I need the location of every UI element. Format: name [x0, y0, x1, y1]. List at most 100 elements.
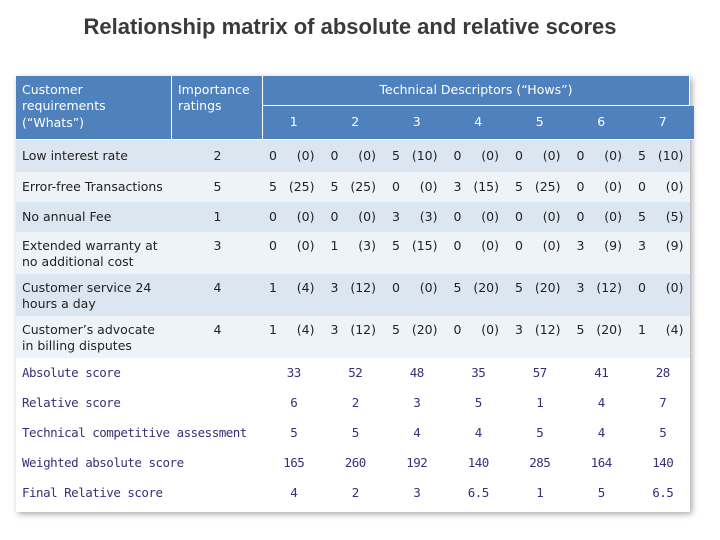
- summary-value: 28: [655, 364, 671, 380]
- summary-value: 1: [536, 484, 544, 500]
- weighted-score: (3): [419, 208, 438, 224]
- requirement-label: No annual Fee: [22, 208, 112, 224]
- weighted-score: (0): [665, 280, 684, 295]
- importance-rating: 4: [213, 322, 222, 337]
- relationship-strength: 0: [392, 280, 400, 295]
- relationship-strength: 0: [453, 208, 462, 224]
- summary-value: 6.5: [652, 484, 674, 500]
- summary-value: 6.5: [467, 484, 490, 500]
- weighted-score: (4): [296, 322, 315, 337]
- relationship-cell: 0 (0): [386, 274, 448, 316]
- relationship-strength: 0: [330, 208, 339, 224]
- weighted-score: (12): [350, 280, 376, 295]
- relationship-cell: 0 (0): [325, 140, 387, 172]
- relationship-strength: 0: [576, 147, 585, 163]
- relationship-cell: 0 (0): [448, 140, 510, 172]
- summary-value: 140: [652, 454, 674, 470]
- relationship-cell: 3 (3): [386, 202, 448, 232]
- summary-value: 5: [659, 424, 667, 440]
- weighted-score: (9): [604, 238, 622, 253]
- relationship-strength: 3: [453, 178, 462, 194]
- relationship-strength: 1: [330, 238, 339, 253]
- relationship-cell: 0 (0): [325, 202, 387, 232]
- column-number: 3: [386, 106, 448, 140]
- relationship-cell: 3 (9): [571, 232, 633, 274]
- relationship-strength: 5: [638, 147, 646, 163]
- column-number: 6: [570, 106, 632, 140]
- relationship-strength: 3: [515, 322, 523, 337]
- weighted-score: (15): [473, 178, 499, 194]
- summary-value: 4: [597, 424, 606, 440]
- relationship-cell: 0 (0): [448, 316, 510, 358]
- relationship-strength: 3: [330, 280, 339, 295]
- weighted-score: (0): [296, 238, 315, 253]
- relationship-cell: 1 (4): [263, 274, 325, 316]
- relationship-cell: 5 (15): [386, 232, 448, 274]
- weighted-score: (0): [481, 238, 499, 253]
- relationship-cell: 3 (9): [632, 232, 694, 274]
- relationship-cell: 5 (25): [263, 172, 325, 202]
- importance-rating: 1: [213, 208, 222, 224]
- relationship-cell: 5 (5): [632, 202, 694, 232]
- summary-value: 165: [283, 454, 305, 470]
- relationship-strength: 0: [269, 238, 277, 253]
- weighted-score: (10): [411, 147, 438, 163]
- column-number: 2: [324, 106, 386, 140]
- relationship-cell: 5 (25): [325, 172, 387, 202]
- relationship-strength: 5: [392, 322, 400, 337]
- relationship-cell: 3 (12): [325, 274, 387, 316]
- summary-value: 192: [406, 454, 428, 470]
- importance-rating: 4: [213, 280, 222, 295]
- relationship-strength: 0: [515, 147, 523, 163]
- weighted-score: (0): [358, 208, 376, 224]
- relationship-strength: 3: [392, 208, 400, 224]
- weighted-score: (9): [665, 238, 684, 253]
- relationship-cell: 0 (0): [632, 172, 694, 202]
- weighted-score: (12): [534, 322, 561, 337]
- relationship-strength: 5: [515, 178, 523, 194]
- relationship-strength: 0: [453, 238, 462, 253]
- summary-value: 1: [536, 394, 544, 410]
- summary-value: 285: [529, 454, 551, 470]
- summary-value: 4: [597, 394, 606, 410]
- relationship-strength: 1: [638, 322, 646, 337]
- relationship-strength: 5: [392, 147, 400, 163]
- relationship-strength: 0: [576, 178, 585, 194]
- relationship-cell: 3 (12): [571, 274, 633, 316]
- row-background: [16, 140, 690, 172]
- weighted-score: (0): [542, 147, 561, 163]
- weighted-score: (25): [288, 178, 315, 194]
- weighted-score: (5): [665, 208, 684, 224]
- importance-rating: 3: [213, 238, 222, 253]
- relationship-cell: 0 (0): [448, 202, 510, 232]
- relationship-strength: 0: [269, 208, 277, 224]
- row-background: [16, 232, 690, 274]
- summary-value: 5: [597, 484, 606, 500]
- summary-value: 260: [344, 454, 367, 470]
- weighted-score: (20): [411, 322, 438, 337]
- weighted-score: (25): [534, 178, 561, 194]
- weighted-score: (3): [358, 238, 376, 253]
- relationship-strength: 1: [269, 280, 277, 295]
- row-background: [16, 172, 690, 202]
- column-number: 4: [447, 106, 509, 140]
- relationship-strength: 0: [330, 147, 339, 163]
- weighted-score: (0): [604, 147, 622, 163]
- title: Relationship matrix of absolute and rela…: [83, 14, 617, 39]
- requirement-label: Extended warranty at no additional cost: [22, 238, 158, 270]
- relationship-strength: 5: [330, 178, 339, 194]
- header-importance: Importance ratings: [172, 76, 263, 140]
- relationship-cell: 1 (4): [263, 316, 325, 358]
- summary-label: Absolute score: [22, 364, 121, 380]
- weighted-score: (20): [473, 280, 499, 295]
- weighted-score: (0): [419, 178, 438, 194]
- relationship-cell: 3 (15): [448, 172, 510, 202]
- relationship-cell: 5 (20): [509, 274, 571, 316]
- row-background: [16, 316, 690, 358]
- relationship-strength: 0: [515, 238, 523, 253]
- relationship-cell: 0 (0): [509, 140, 571, 172]
- relationship-strength: 5: [453, 280, 462, 295]
- weighted-score: (4): [296, 280, 315, 295]
- header-descriptors: Technical Descriptors (“Hows”): [263, 76, 690, 106]
- relationship-cell: 5 (20): [386, 316, 448, 358]
